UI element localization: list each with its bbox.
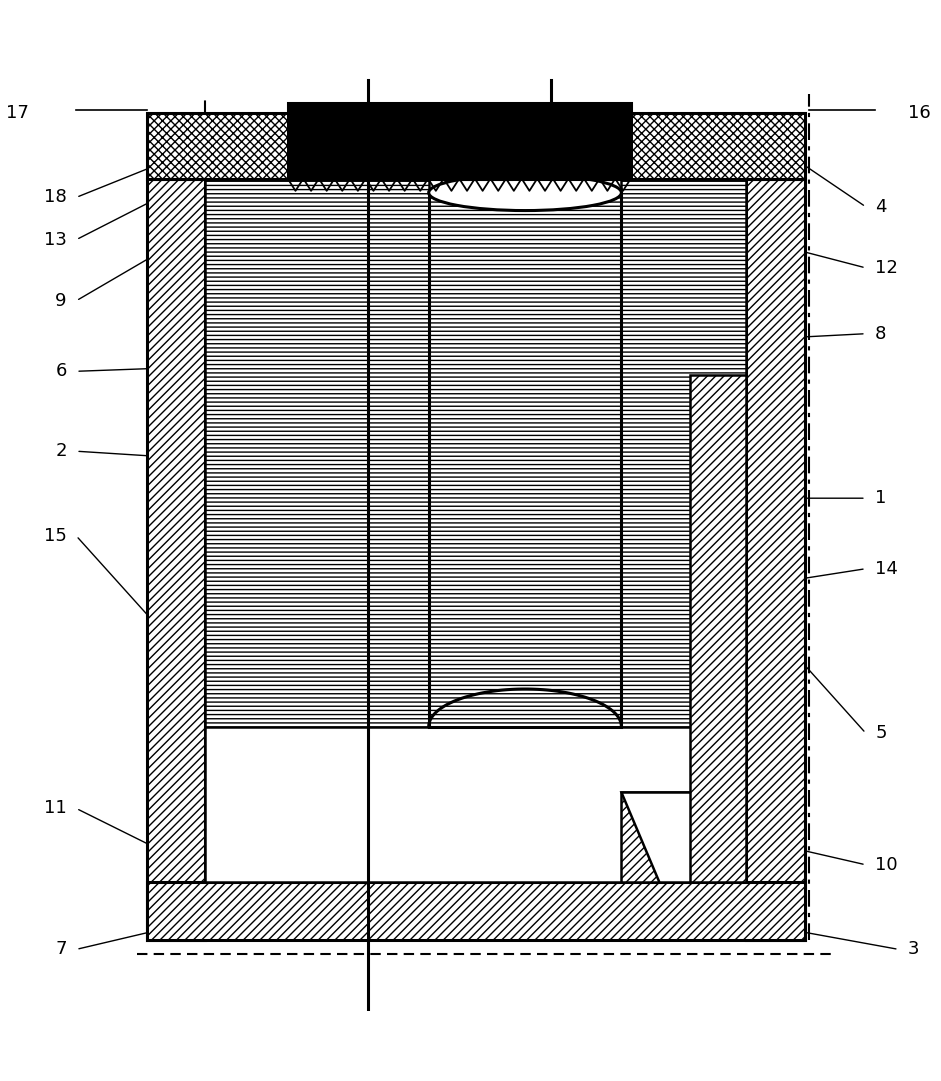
- Text: 14: 14: [875, 560, 898, 577]
- Text: 12: 12: [875, 258, 898, 277]
- Text: 9: 9: [56, 292, 67, 310]
- Text: 6: 6: [56, 362, 67, 381]
- Bar: [621, 792, 746, 882]
- Text: 17: 17: [7, 104, 29, 122]
- Text: 18: 18: [44, 188, 67, 206]
- Bar: [205, 726, 746, 882]
- Bar: [690, 375, 746, 882]
- Text: 13: 13: [44, 230, 67, 249]
- Text: 8: 8: [875, 324, 886, 343]
- Ellipse shape: [429, 175, 621, 211]
- Bar: [746, 178, 805, 940]
- Polygon shape: [621, 792, 746, 882]
- Bar: [288, 104, 630, 178]
- Text: 16: 16: [908, 104, 931, 122]
- Bar: [429, 192, 621, 726]
- Text: 15: 15: [44, 526, 67, 545]
- Text: 1: 1: [875, 490, 886, 507]
- Text: 3: 3: [908, 940, 919, 959]
- Polygon shape: [328, 112, 407, 178]
- Text: 10: 10: [875, 856, 898, 873]
- Bar: [147, 178, 205, 940]
- Text: 4: 4: [875, 198, 886, 216]
- Text: 5: 5: [875, 724, 886, 743]
- Bar: [621, 178, 746, 882]
- Bar: [147, 882, 805, 940]
- Bar: [205, 178, 429, 882]
- Polygon shape: [511, 112, 590, 178]
- Bar: [147, 112, 328, 178]
- Ellipse shape: [429, 175, 621, 211]
- Bar: [590, 112, 805, 178]
- Text: 11: 11: [44, 800, 67, 817]
- Text: 7: 7: [56, 940, 67, 959]
- Bar: [407, 112, 511, 178]
- Text: 2: 2: [56, 442, 67, 461]
